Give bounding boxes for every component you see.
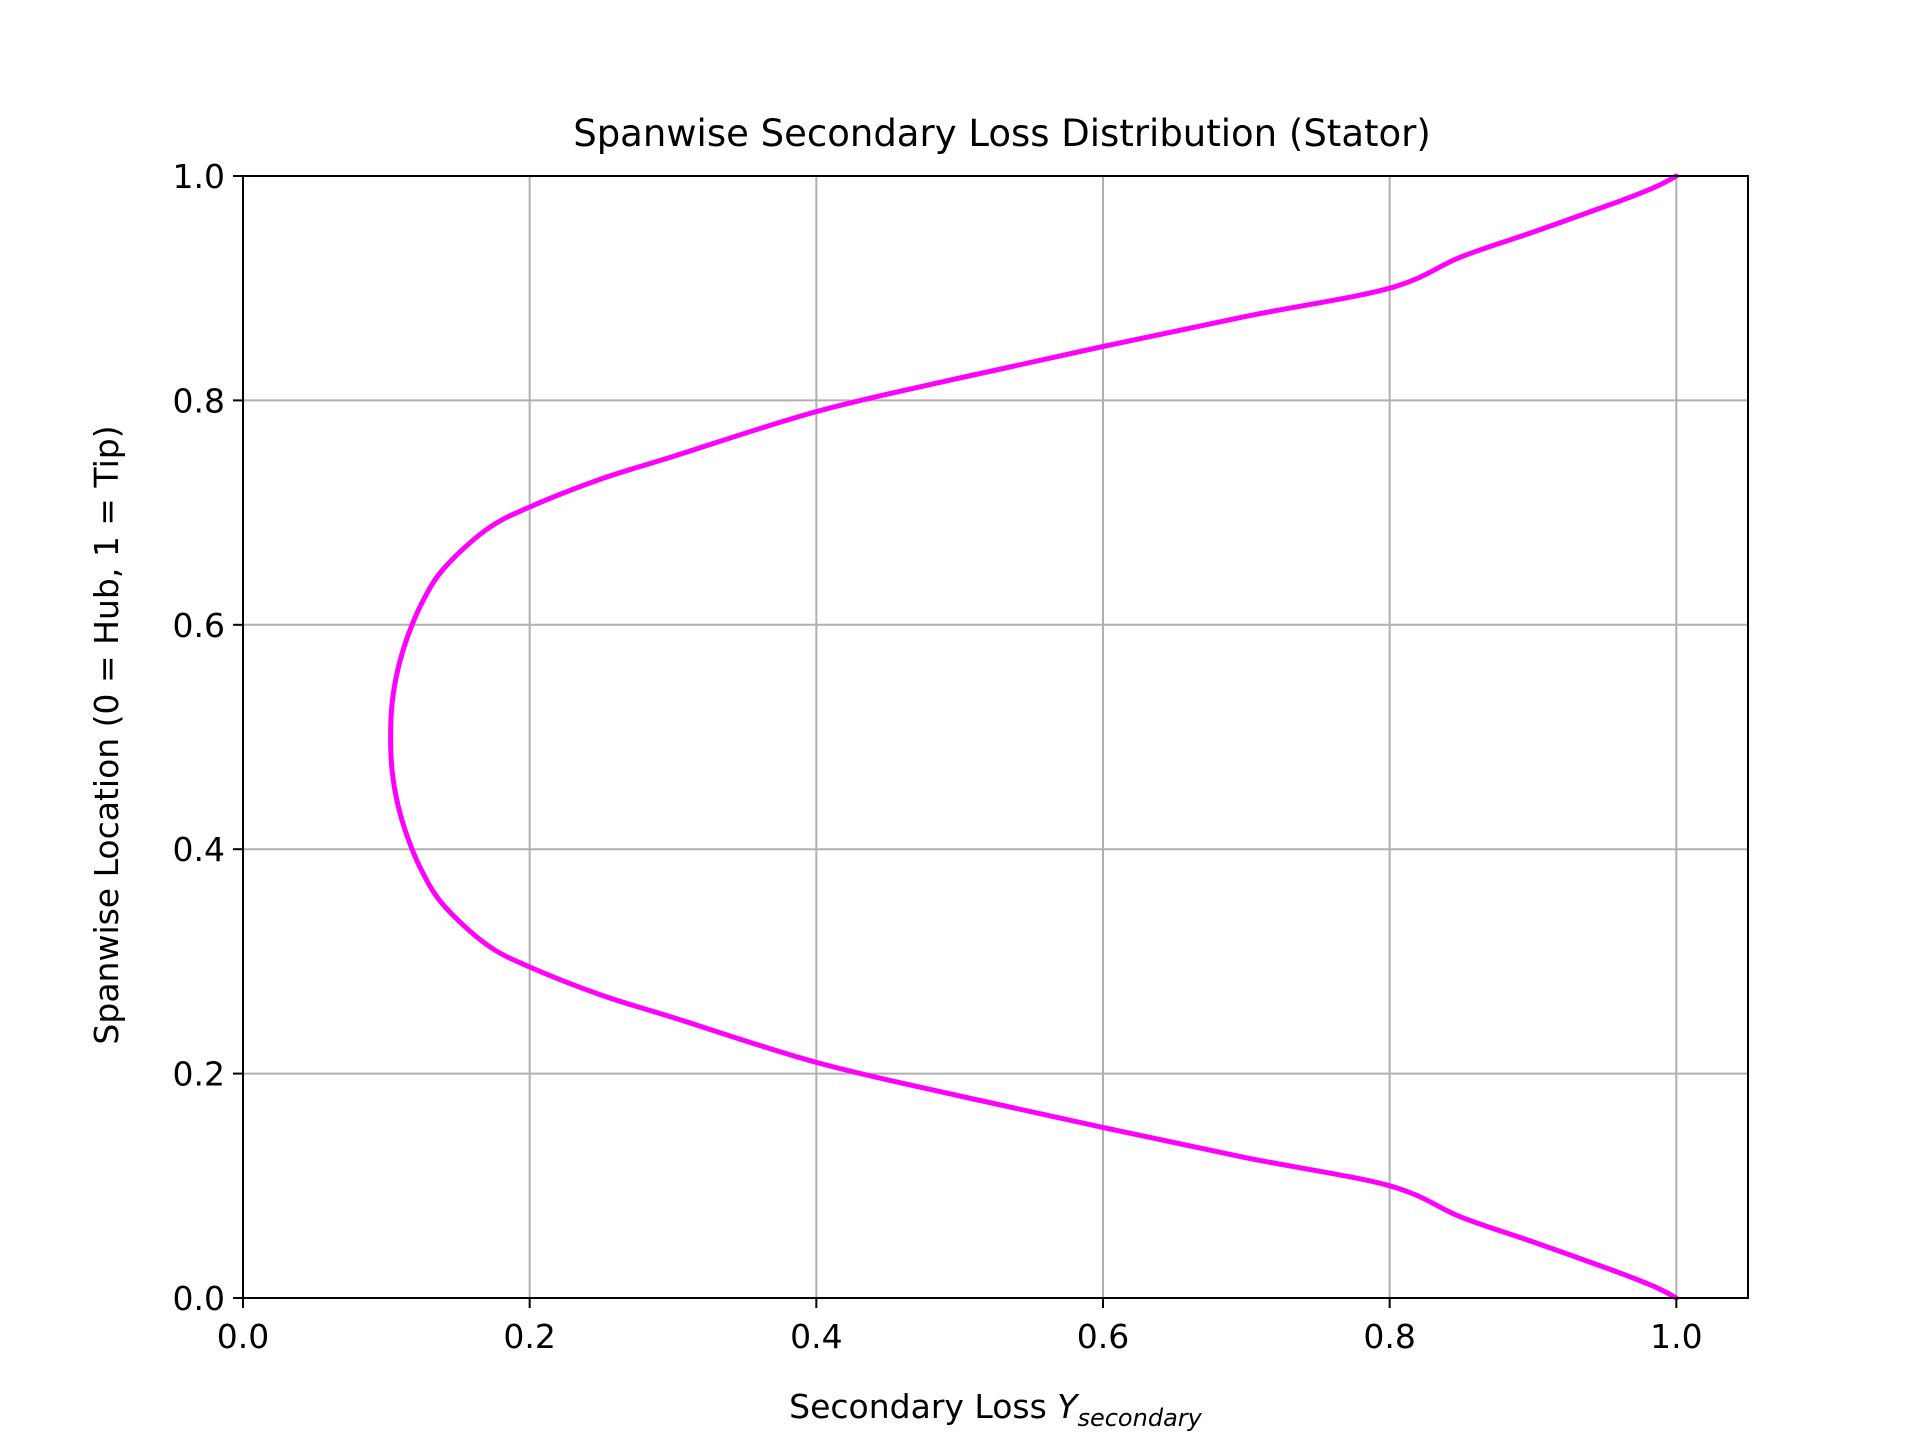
x-tick-label: 0.2 <box>503 1317 555 1356</box>
x-axis-label-text: Secondary Loss <box>789 1387 1047 1426</box>
y-axis-label: Spanwise Location (0 = Hub, 1 = Tip) <box>87 425 126 1044</box>
x-axis-label: Secondary Loss Ysecondary <box>789 1387 1202 1432</box>
plot-area <box>388 173 1679 1301</box>
series-line-secondary-loss <box>388 173 1679 1301</box>
y-tick-label: 0.2 <box>173 1055 225 1094</box>
y-axis-ticks: 0.0 0.2 0.4 0.6 0.8 1.0 <box>173 157 243 1318</box>
x-tick-label: 1.0 <box>1650 1317 1702 1356</box>
x-axis-label-subscript: secondary <box>1077 1404 1202 1432</box>
x-tick-label: 0.8 <box>1363 1317 1415 1356</box>
y-tick-label: 0.6 <box>173 606 225 645</box>
x-axis-ticks: 0.0 0.2 0.4 0.6 0.8 1.0 <box>217 1298 1703 1356</box>
x-tick-label: 0.4 <box>790 1317 842 1356</box>
x-tick-label: 0.0 <box>217 1317 269 1356</box>
plot-frame <box>242 175 1749 1299</box>
x-axis-label-spacer <box>1047 1387 1058 1426</box>
x-tick-label: 0.6 <box>1077 1317 1129 1356</box>
y-tick-label: 0.8 <box>173 381 225 420</box>
y-tick-label: 1.0 <box>173 157 225 196</box>
x-axis-label-symbol: Y <box>1057 1387 1080 1426</box>
y-tick-label: 0.0 <box>173 1279 225 1318</box>
y-tick-label: 0.4 <box>173 830 225 869</box>
chart-title: Spanwise Secondary Loss Distribution (St… <box>573 112 1431 155</box>
